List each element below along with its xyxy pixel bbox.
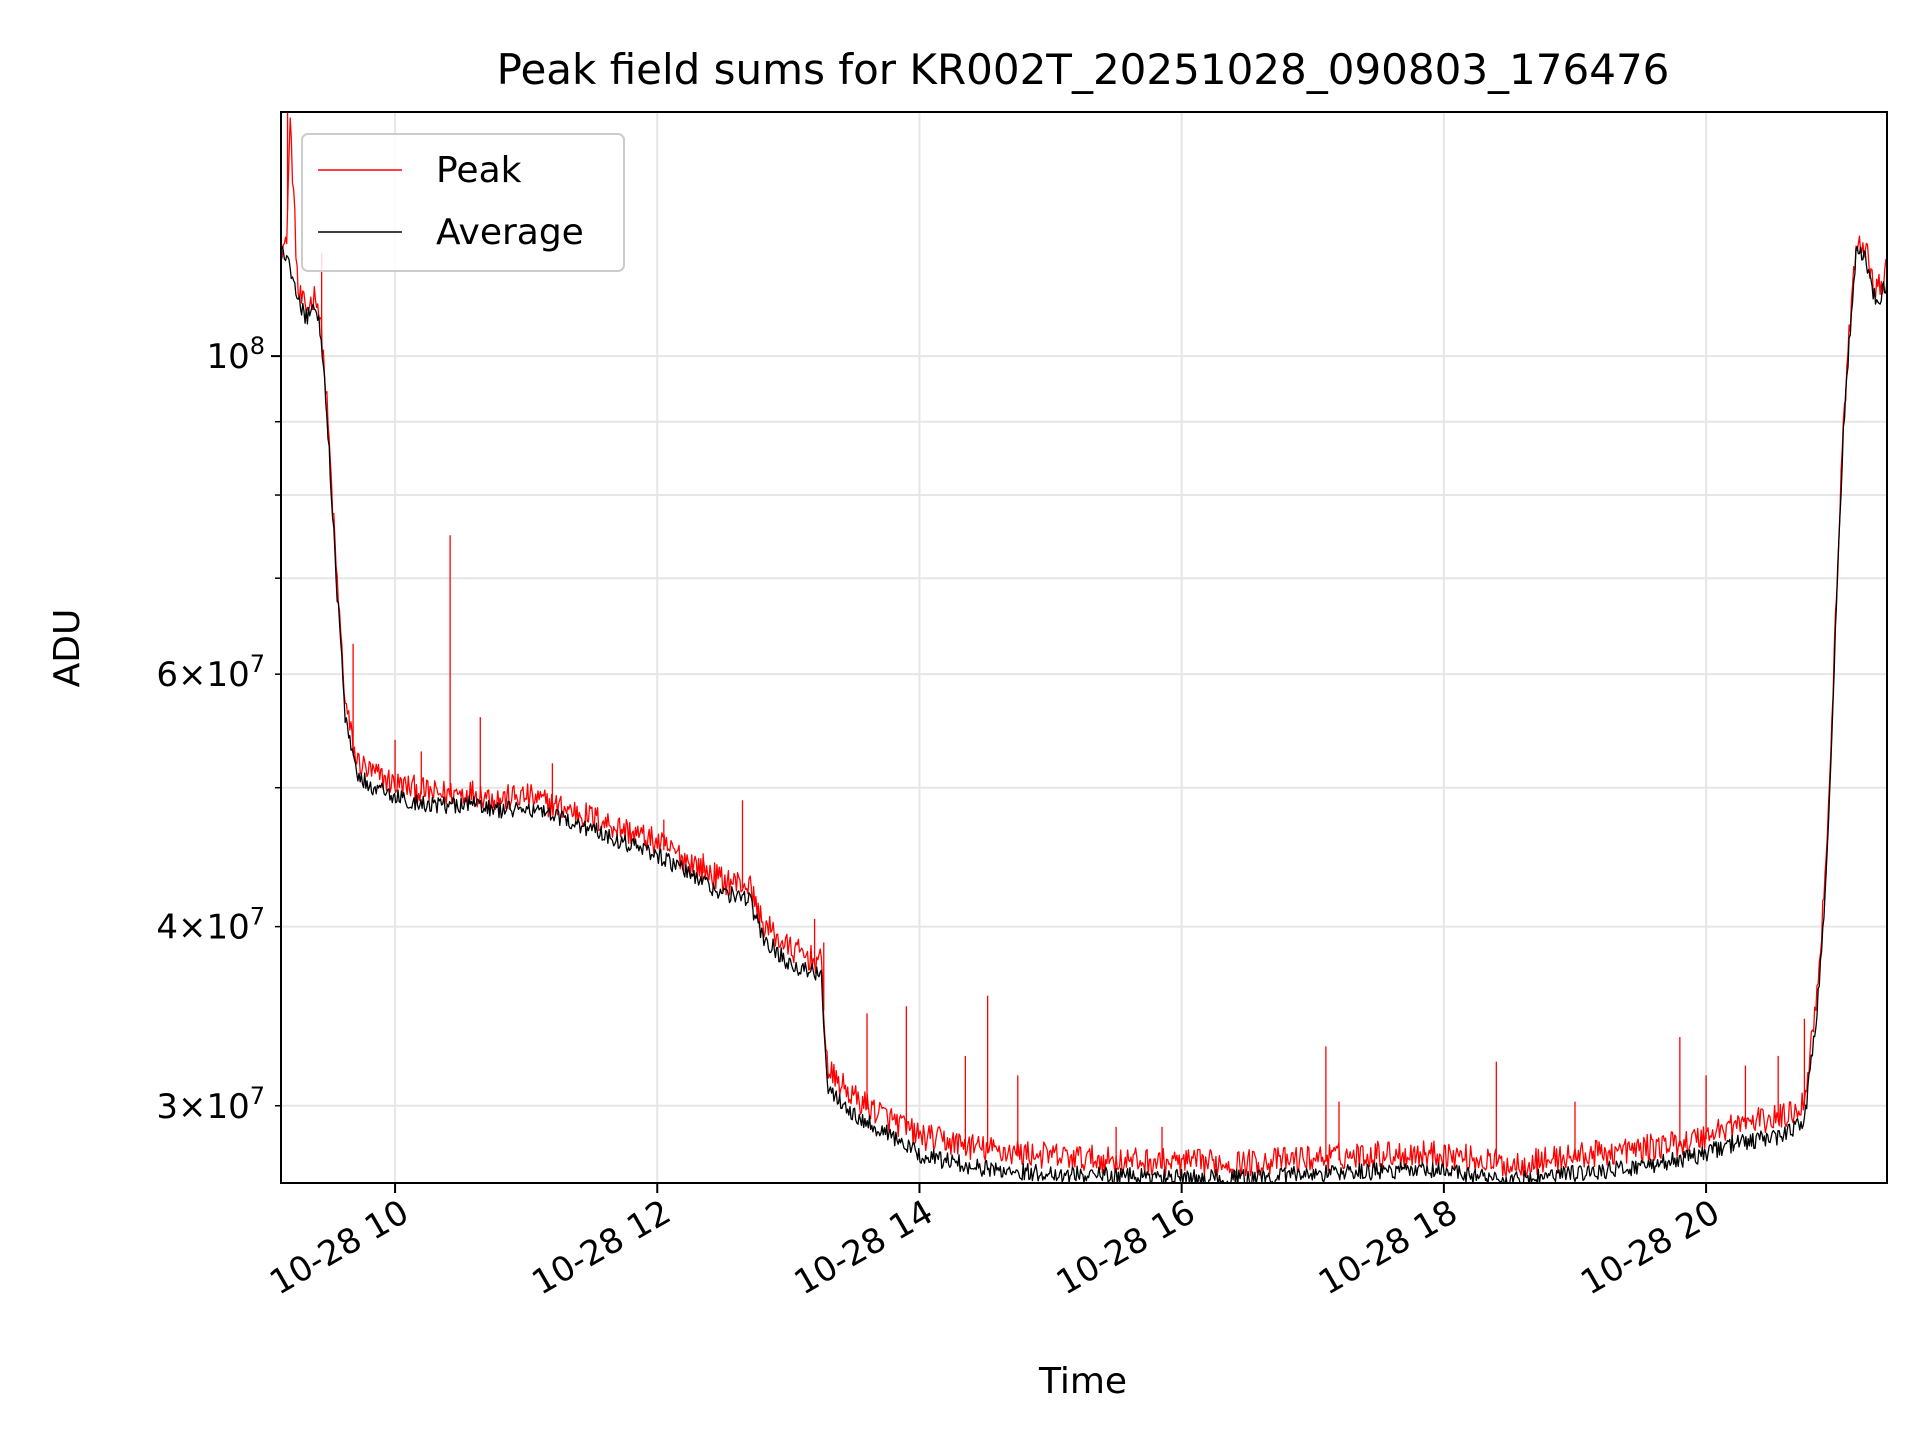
legend-average-label: Average xyxy=(436,212,584,253)
legend: Peak Average xyxy=(301,133,625,272)
y-tick-label: 108 xyxy=(206,332,265,377)
x-tick-label: 10-28 14 xyxy=(788,1192,940,1303)
plot-background xyxy=(281,112,1887,1183)
y-tick-label: 4×107 xyxy=(156,903,265,948)
chart-title: Peak field sums for KR002T_20251028_0908… xyxy=(497,45,1670,94)
legend-box xyxy=(301,133,625,272)
x-tick-label: 10-28 10 xyxy=(263,1192,415,1303)
y-tick-label: 3×107 xyxy=(156,1082,265,1127)
legend-peak-label: Peak xyxy=(436,150,522,191)
x-tick-label: 10-28 16 xyxy=(1050,1192,1202,1303)
grid-lines xyxy=(281,112,1887,1183)
x-tick-label: 10-28 20 xyxy=(1574,1192,1726,1303)
x-axis-label: Time xyxy=(1038,1361,1127,1402)
y-axis-label: ADU xyxy=(47,609,88,688)
x-tick-label: 10-28 18 xyxy=(1312,1192,1464,1303)
x-tick-label: 10-28 12 xyxy=(525,1192,677,1303)
plot-frame xyxy=(280,111,1888,1184)
y-tick-label: 6×107 xyxy=(156,650,265,695)
